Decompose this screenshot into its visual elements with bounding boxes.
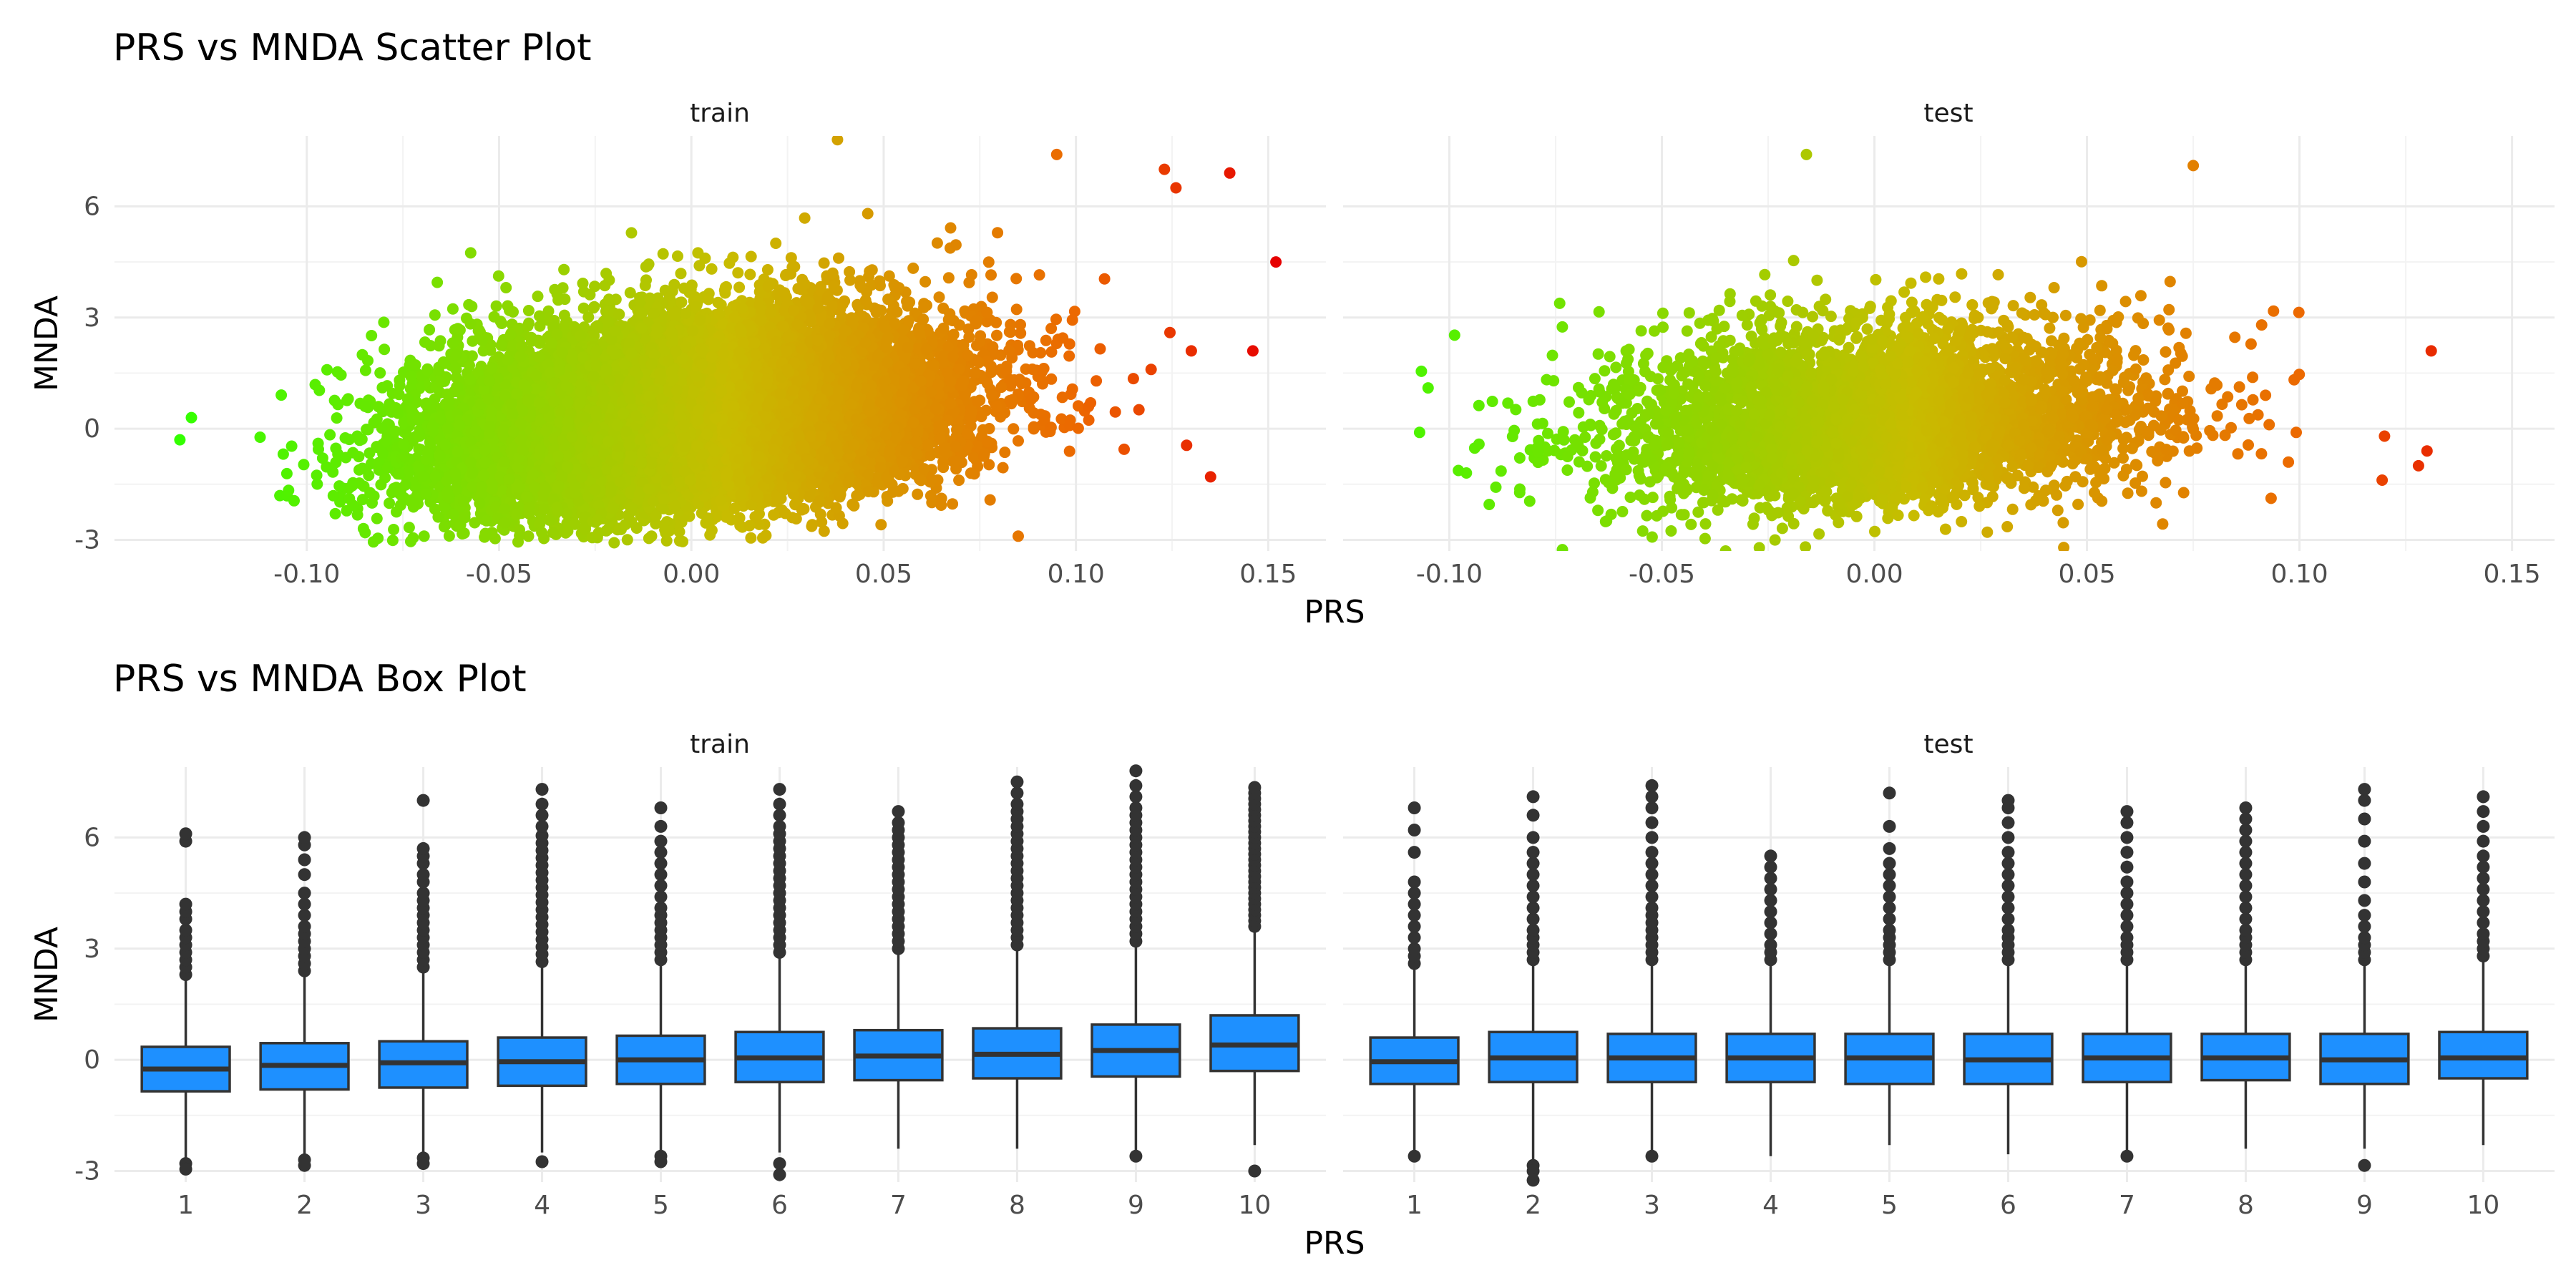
scatter-point [582,311,595,323]
scatter-point [375,479,387,491]
scatter-point [992,227,1004,239]
scatter-point [770,238,782,249]
scatter-point [937,302,950,314]
scatter-point [1045,373,1058,385]
scatter-point [862,208,874,220]
scatter-point [844,265,856,278]
scatter-point [882,495,894,507]
scatter-point [1010,273,1023,285]
scatter-point [733,281,746,293]
scatter-point [624,287,636,299]
scatter-point [254,431,266,443]
scatter-point [1045,323,1058,334]
scatter-point [1013,435,1024,447]
scatter-point [359,364,371,376]
scatter-point [534,320,546,332]
scatter-point [732,267,744,279]
scatter-point [374,367,386,379]
scatter-point [371,512,383,525]
scatter-point [492,270,504,282]
scatter-point [942,272,955,284]
scatter-point [621,534,633,546]
scatter-point [931,237,943,249]
scatter-point [379,343,391,356]
scatter-point [447,303,459,315]
scatter-point [912,488,924,500]
scatter-strip-train: train [690,99,750,128]
scatter-points-train [174,136,1282,549]
scatter-point [1010,303,1023,316]
scatter-chart: PRS vs MNDA Scatter Plot train test -0.1… [29,26,2555,630]
scatter-title: PRS vs MNDA Scatter Plot [113,26,592,69]
scatter-point [1033,269,1045,281]
scatter-point [316,452,328,464]
scatter-point [1063,350,1075,362]
scatter-point [1055,413,1068,425]
scatter-point [1066,314,1078,326]
scatter-point [469,517,481,529]
scatter-point [466,301,478,313]
scatter-point [816,516,828,528]
scatter-point [386,535,399,547]
scatter-point [919,275,932,288]
scatter-point [1094,343,1106,355]
scatter-point [522,305,535,316]
scatter-strip-test: test [1923,99,1973,128]
scatter-point [986,291,998,303]
